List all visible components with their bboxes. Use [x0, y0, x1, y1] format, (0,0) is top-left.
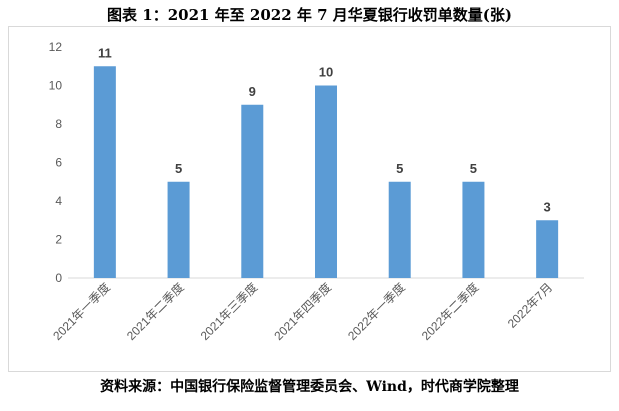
chart-title: 图表 1：2021 年至 2022 年 7 月华夏银行收罚单数量(张) — [107, 6, 512, 24]
y-tick-label: 8 — [55, 117, 62, 131]
x-tick-label: 2021年一季度 — [50, 280, 113, 343]
data-label: 5 — [396, 161, 403, 176]
y-tick-label: 0 — [55, 271, 62, 285]
x-tick-label: 2021年二季度 — [123, 280, 186, 343]
data-label: 5 — [470, 161, 477, 176]
bar-5 — [388, 181, 411, 278]
x-tick-label: 2022年一季度 — [344, 280, 407, 343]
x-tick-label: 2021年三季度 — [197, 280, 260, 343]
data-label: 3 — [544, 199, 551, 214]
bar-6 — [462, 181, 485, 278]
bar-7 — [536, 220, 559, 278]
bar-chart: 0 2 4 6 8 10 12 11 2021年一季度 5 2021年二季度 9 2021年三季度 10 2… — [49, 40, 584, 343]
data-label: 11 — [98, 45, 112, 60]
bar-4 — [315, 85, 337, 278]
y-tick-label: 2 — [55, 233, 62, 247]
x-tick-label: 2022年7月 — [505, 280, 555, 330]
source-note: 资料来源：中国银行保险监督管理委员会、Wind，时代商学院整理 — [100, 379, 519, 395]
chart-area: 0 2 4 6 8 10 12 11 2021年一季度 5 2021年二季度 9 2021年三季度 10 2… — [8, 26, 611, 372]
bar-1 — [93, 66, 116, 278]
x-tick-label: 2022年二季度 — [418, 280, 481, 343]
data-label: 10 — [319, 65, 333, 80]
y-tick-label: 4 — [55, 194, 62, 208]
data-label: 5 — [175, 161, 182, 176]
y-tick-label: 12 — [49, 40, 63, 54]
bar-3 — [241, 104, 264, 278]
y-tick-label: 6 — [55, 156, 62, 170]
bar-2 — [167, 181, 190, 278]
x-tick-label: 2021年四季度 — [271, 280, 334, 343]
data-label: 9 — [249, 84, 256, 99]
y-tick-label: 10 — [49, 79, 63, 93]
